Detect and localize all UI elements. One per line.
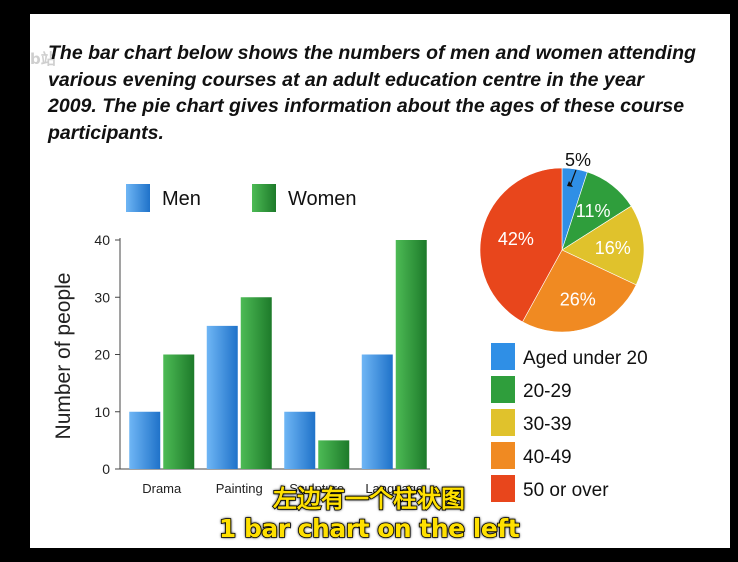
pie-value-label: 5% — [565, 150, 591, 170]
pie-labels: 5% 11% 16% 26% 42% — [498, 150, 631, 309]
pie-slice-2 — [561, 205, 645, 286]
subtitle-english: 1 bar chart on the left — [218, 513, 520, 544]
bar-y-tick-label: 10 — [94, 404, 110, 420]
edge-decoration — [730, 62, 738, 122]
pie-legend-label: 40-49 — [523, 447, 572, 468]
pie-pointer — [569, 169, 577, 187]
bar-category-label: Sculpture — [289, 481, 344, 496]
bar-women-painting — [240, 297, 272, 469]
bar-category-label: Language — [365, 481, 423, 496]
bar-legend-swatch — [252, 184, 276, 212]
bar-men-painting — [206, 325, 238, 469]
bar-women-language — [395, 240, 427, 469]
bar-women-sculpture — [318, 440, 350, 469]
bar-marks — [129, 240, 427, 469]
pie-legend-swatch — [491, 343, 515, 370]
bar-legend-label: Men — [162, 188, 201, 210]
bar-y-tick-label: 20 — [94, 347, 110, 363]
bar-legend-label: Women — [288, 188, 357, 210]
pie-value-label: 42% — [498, 229, 534, 249]
bar-men-sculpture — [284, 411, 316, 469]
bar-category-label: Painting — [216, 481, 263, 496]
pie-legend: Aged under 20 20-29 30-39 40-49 50 or over — [491, 343, 648, 502]
subtitle-chinese: 左边有一个柱状图 — [272, 484, 466, 514]
bar-legend-swatch — [126, 184, 150, 212]
pie-legend-swatch — [491, 376, 515, 403]
bar-y-tick-label: 0 — [102, 461, 110, 477]
bar-men-language — [361, 354, 393, 469]
pie-pointer-head — [567, 181, 573, 187]
pie-chart: 5% 11% 16% 26% 42% Aged under 20 20-29 30-39 40… — [479, 150, 648, 502]
bar-category-label: Drama — [142, 481, 182, 496]
watermark: b站 — [30, 50, 56, 68]
pie-value-label: 11% — [576, 201, 611, 221]
pie-legend-label: Aged under 20 — [523, 348, 648, 369]
bar-y-tick-label: 40 — [94, 232, 110, 248]
pie-slices — [479, 167, 645, 333]
subtitles: 左边有一个柱状图 1 bar chart on the left — [0, 484, 738, 544]
bar-ylabel: Number of people — [52, 273, 75, 440]
pie-legend-label: 30-39 — [523, 414, 572, 435]
bar-legend: Men Women — [126, 184, 357, 212]
pie-legend-swatch — [491, 475, 515, 502]
task-description: The bar chart below shows the numbers of… — [48, 42, 696, 144]
pie-legend-label: 20-29 — [523, 381, 572, 402]
pie-legend-label: 50 or over — [523, 480, 609, 501]
pie-legend-swatch — [491, 442, 515, 469]
pie-legend-swatch — [491, 409, 515, 436]
pie-slice-4 — [479, 167, 563, 323]
pie-value-label: 26% — [560, 289, 596, 309]
bar-y-tick-label: 30 — [94, 289, 110, 305]
pie-value-label: 16% — [595, 238, 631, 258]
bar-women-drama — [163, 354, 195, 469]
bar-chart: Number of people Men Women 0 10 20 30 40 Drama… — [52, 184, 430, 496]
bar-men-drama — [129, 411, 161, 469]
